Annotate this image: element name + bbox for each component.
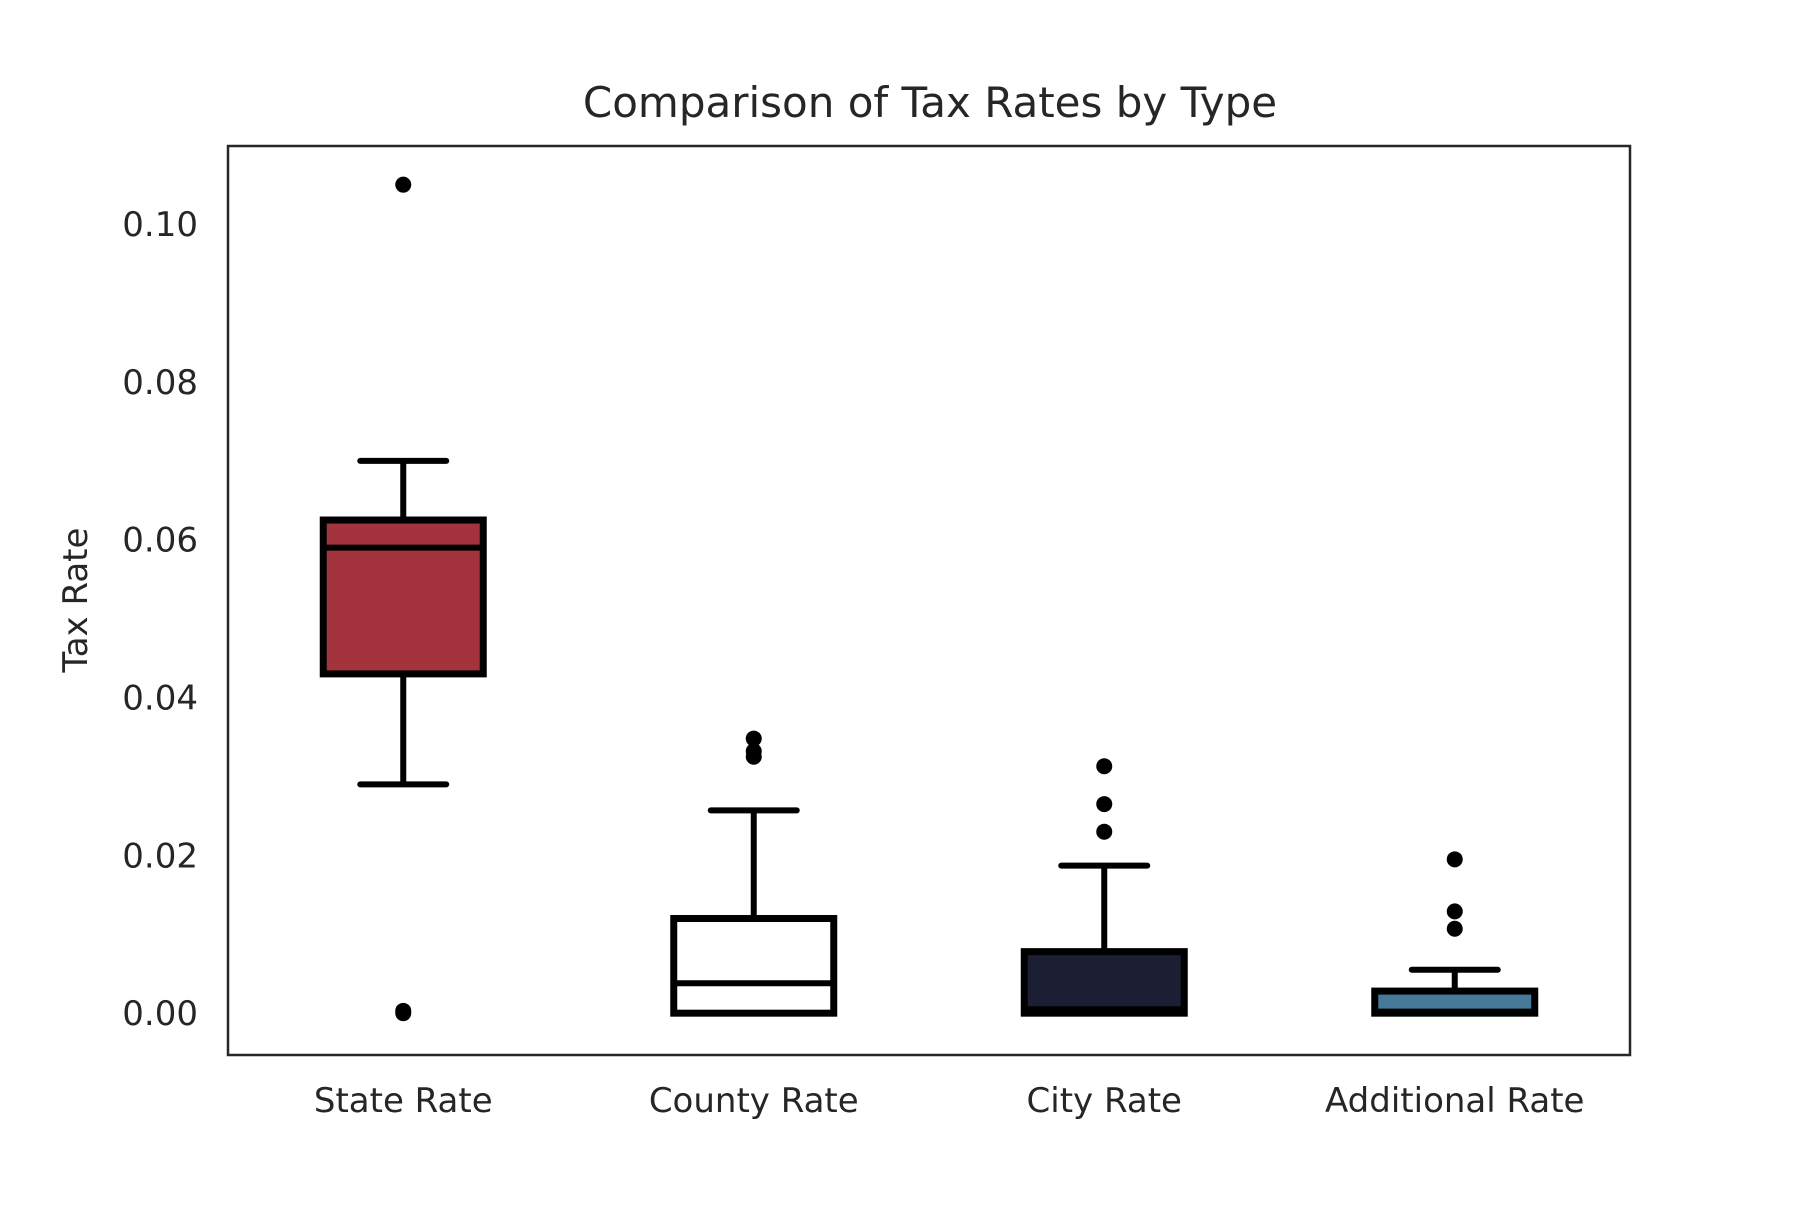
box-series: [319, 176, 1539, 1022]
x-axis-ticks: State Rate County Rate City Rate Additional…: [314, 1081, 1585, 1121]
outlier-point: [1096, 758, 1113, 775]
box-group: [1371, 851, 1539, 1017]
y-tick-label: 0.04: [122, 679, 198, 719]
outlier-point: [1096, 796, 1113, 813]
box-group: [670, 730, 838, 1017]
box-group: [319, 176, 487, 1022]
iqr-box: [1020, 948, 1188, 1017]
x-tick-label: City Rate: [1027, 1081, 1182, 1121]
x-tick-label: State Rate: [314, 1081, 493, 1121]
outlier-point: [1096, 823, 1113, 840]
x-tick-label: County Rate: [649, 1081, 859, 1121]
iqr-box: [319, 516, 487, 678]
outlier-point: [395, 176, 412, 193]
outlier-point: [1446, 920, 1463, 937]
y-tick-label: 0.02: [122, 836, 198, 876]
outlier-point: [1446, 851, 1463, 868]
y-axis-ticks: 0.00 0.02 0.04 0.06 0.08 0.10: [122, 205, 198, 1034]
chart-title: Comparison of Tax Rates by Type: [583, 78, 1277, 127]
plot-area-frame: [226, 144, 1632, 1057]
outlier-point: [745, 730, 762, 747]
outlier-point: [1446, 903, 1463, 920]
y-tick-label: 0.08: [122, 363, 198, 403]
box-group: [1020, 758, 1188, 1017]
y-tick-label: 0.06: [122, 521, 198, 561]
outlier-point: [745, 748, 762, 765]
y-axis-label: Tax Rate: [56, 528, 96, 674]
outlier-point: [395, 1002, 412, 1019]
y-tick-label: 0.10: [122, 205, 198, 245]
x-tick-label: Additional Rate: [1325, 1081, 1584, 1121]
iqr-box: [670, 914, 838, 1017]
y-tick-label: 0.00: [122, 994, 198, 1034]
